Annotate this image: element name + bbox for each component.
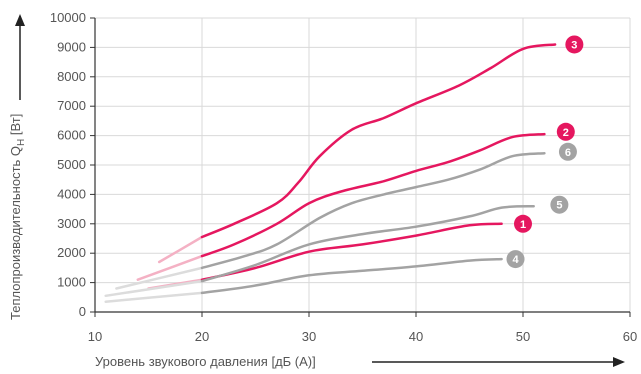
y-tick-label: 8000 (57, 69, 86, 84)
y-tick-label: 10000 (50, 10, 86, 25)
marker-label: 5 (556, 200, 562, 212)
x-tick-label: 40 (409, 329, 423, 344)
marker-circle (506, 250, 525, 269)
series-3-line (200, 43, 557, 239)
axes (90, 17, 631, 317)
series-marker-4: 4 (506, 250, 525, 269)
marker-circle (565, 35, 584, 54)
marker-circle (550, 195, 569, 214)
series-5-line (200, 204, 535, 283)
marker-label: 6 (565, 147, 571, 159)
series-marker-3: 3 (565, 35, 584, 54)
faint-extensions (104, 235, 204, 303)
series-4-faint-line (104, 291, 204, 303)
marker-label: 4 (512, 254, 519, 266)
y-tick-label: 1000 (57, 275, 86, 290)
series-marker-1: 1 (514, 214, 532, 233)
series-6-faint-line (115, 266, 204, 290)
y-axis-title-main: Теплопроизводительность Q (8, 146, 23, 320)
series-6-line (200, 151, 546, 270)
marker-label: 2 (563, 127, 569, 139)
y-tick-label: 5000 (57, 157, 86, 172)
y-tick-label: 4000 (57, 186, 86, 201)
grid-lines (95, 17, 631, 312)
series-1-line (200, 222, 503, 281)
x-tick-label: 60 (623, 329, 637, 344)
marker-circle (556, 122, 575, 141)
series-2-line (200, 132, 546, 258)
marker-circle (558, 142, 577, 161)
x-axis-title: Уровень звукового давления [дБ (А)] (95, 354, 316, 369)
y-tick-label: 0 (79, 304, 86, 319)
series-marker-6: 6 (558, 142, 577, 161)
series-markers: 1 2 3 4 5 6 (506, 35, 584, 269)
y-axis-title-unit: [Вт] (8, 114, 23, 139)
x-tick-label: 30 (302, 329, 316, 344)
series-5-faint-line (104, 279, 204, 298)
series-marker-2: 2 (556, 122, 575, 141)
x-tick-label: 10 (88, 329, 102, 344)
x-tick-label: 50 (516, 329, 530, 344)
series-marker-5: 5 (550, 195, 569, 214)
y-axis-title: Теплопроизводительность QH [Вт] (8, 114, 27, 320)
marker-label: 3 (571, 39, 577, 51)
y-tick-label: 6000 (57, 128, 86, 143)
marker-circle (514, 214, 532, 233)
marker-label: 1 (520, 219, 526, 231)
tick-labels: 0 1000 2000 3000 4000 5000 6000 7000 8000 9000 100… (50, 10, 637, 344)
y-axis-title-sub: H (16, 139, 27, 146)
series-lines (200, 43, 557, 295)
series-3-faint-line (157, 235, 204, 264)
x-tick-label: 20 (195, 329, 209, 344)
y-tick-label: 2000 (57, 245, 86, 260)
y-tick-label: 9000 (57, 39, 86, 54)
y-tick-label: 7000 (57, 98, 86, 113)
y-tick-label: 3000 (57, 216, 86, 231)
series-4-line (200, 257, 503, 295)
series-2-faint-line (136, 254, 204, 281)
